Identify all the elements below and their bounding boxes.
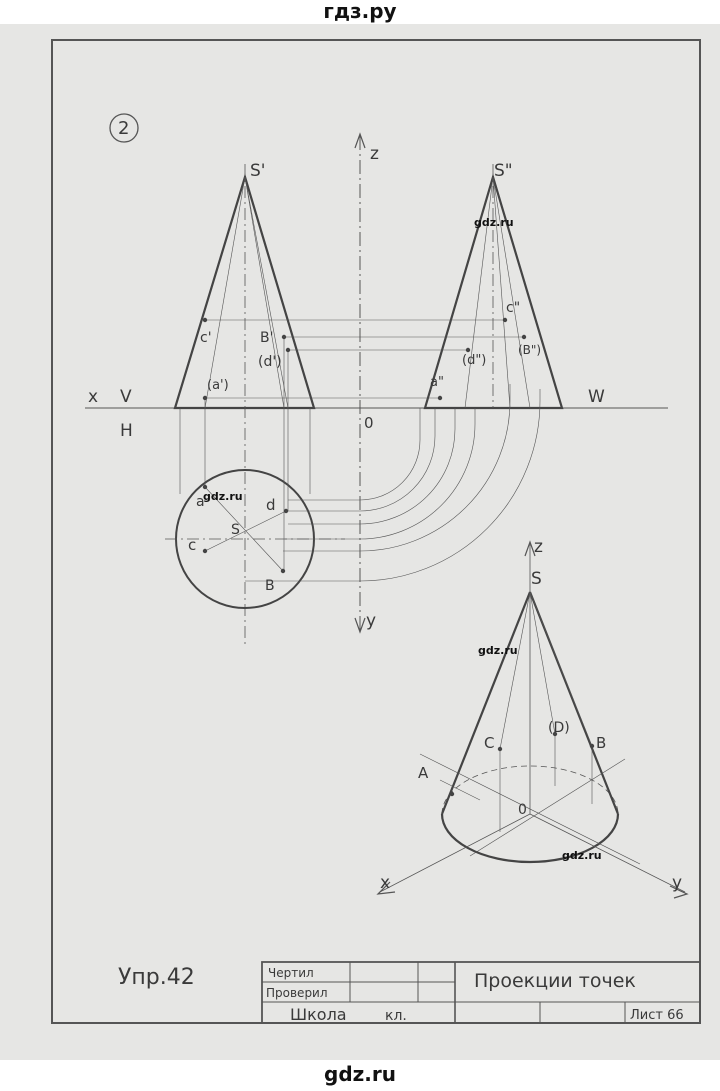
title-block-drew: Чертил — [268, 966, 314, 980]
label-iso-o: 0 — [518, 802, 527, 818]
generatrix-c-w — [492, 176, 511, 409]
label-iso-y: y — [672, 873, 682, 893]
generatrix-d-v — [244, 176, 289, 409]
point-c-v — [202, 317, 208, 323]
point-d-iso — [552, 731, 558, 737]
iso-y-arrow — [669, 885, 689, 899]
point-b-w — [521, 334, 527, 340]
point-a-h — [202, 484, 208, 490]
iso-cone-base-front — [440, 813, 620, 864]
iso-y-axis — [529, 813, 686, 893]
iso-x-axis — [379, 813, 531, 893]
label-iso-b: B — [596, 734, 606, 752]
iso-helper-line-2 — [469, 758, 626, 857]
generatrix-b-w — [492, 176, 531, 409]
label-c-h: c — [188, 536, 196, 554]
label-iso-z: z — [534, 537, 543, 557]
label-a-h: a — [196, 494, 205, 510]
label-c-v: c' — [200, 330, 212, 346]
arc-link-6 — [245, 389, 541, 582]
label-a-v: (a') — [207, 378, 229, 393]
point-a-v — [202, 395, 208, 401]
cone-side-view — [423, 173, 564, 410]
iso-a-leader — [439, 779, 481, 801]
label-h-plane: H — [120, 421, 133, 441]
exercise-number: Упр.42 — [118, 965, 195, 990]
radius-a-b — [204, 486, 284, 572]
iso-x-arrow — [376, 881, 396, 895]
point-d-v — [285, 347, 291, 353]
label-s-w: S" — [494, 161, 513, 181]
label-origin: 0 — [364, 414, 374, 432]
figure-number-circle — [109, 113, 139, 143]
iso-generatrix-b — [529, 591, 593, 747]
cone-front-view — [173, 173, 316, 410]
label-d-v: (d') — [258, 354, 282, 370]
label-b-h: B — [265, 578, 275, 594]
arc-link-1 — [288, 408, 421, 501]
label-w-plane: W — [588, 387, 605, 407]
label-iso-a: A — [418, 764, 429, 782]
point-c-iso — [497, 746, 503, 752]
drawing-frame — [51, 39, 701, 1024]
y-axis-arrow — [354, 617, 366, 634]
title-block-sheet: Лист 66 — [630, 1008, 684, 1023]
generatrix-b-v — [244, 176, 285, 409]
arc-link-5 — [283, 384, 511, 552]
iso-cone-left-edge — [440, 591, 532, 815]
site-footer-label[interactable]: gdz.ru — [324, 1062, 396, 1086]
title-block-school: Школа — [290, 1005, 347, 1024]
label-iso-d: (D) — [548, 720, 570, 736]
point-d-h — [283, 508, 289, 514]
label-y-axis: y — [366, 611, 376, 631]
label-iso-s: S — [531, 569, 542, 589]
label-b-w: (B") — [518, 343, 541, 357]
label-s-h: S — [231, 522, 240, 538]
generatrix-a-w — [464, 176, 494, 409]
point-b-v — [281, 334, 287, 340]
label-z-axis: z — [370, 144, 379, 164]
label-c-w: c" — [506, 300, 520, 316]
drawing-sheet: 2 S' S" z y x V H W 0 c' B' (d') (a') c"… — [0, 24, 720, 1060]
label-d-w: (d") — [462, 353, 486, 368]
watermark-4: gdz.ru — [562, 849, 602, 862]
figure-number: 2 — [118, 118, 129, 139]
title-block-checked: Проверил — [266, 986, 328, 1000]
point-a-w — [437, 395, 443, 401]
iso-generatrix-d — [529, 591, 556, 735]
point-b-h — [280, 568, 286, 574]
label-d-h: d — [266, 496, 276, 514]
point-b-iso — [589, 743, 595, 749]
point-c-w — [502, 317, 508, 323]
title-block-frame — [261, 961, 701, 1024]
label-x-axis: x — [88, 387, 98, 407]
title-block-grade: кл. — [385, 1008, 407, 1024]
site-header-label[interactable]: гдз.ру — [323, 0, 397, 23]
technical-drawing: 2 S' S" z y x V H W 0 c' B' (d') (a') c"… — [51, 39, 701, 1024]
iso-helper-line-1 — [419, 753, 641, 865]
arc-link-3 — [288, 408, 456, 525]
watermark-3: gdz.ru — [478, 644, 518, 657]
z-axis-arrow — [354, 132, 366, 149]
iso-generatrix-c — [499, 591, 531, 750]
generatrix-a-v — [204, 176, 246, 409]
point-d-w — [465, 347, 471, 353]
label-iso-c: C — [484, 734, 494, 752]
point-a-iso — [449, 791, 455, 797]
arc-link-4 — [285, 408, 476, 540]
label-v-plane: V — [120, 387, 132, 407]
radius-c-d — [204, 510, 287, 552]
title-block-title: Проекции точек — [474, 970, 636, 992]
label-b-v: B' — [260, 330, 273, 346]
label-iso-x: x — [380, 873, 390, 893]
iso-z-arrow — [524, 540, 536, 557]
arc-link-2 — [288, 408, 436, 512]
watermark-2: gdz.ru — [203, 490, 243, 503]
point-c-h — [202, 548, 208, 554]
label-a-w: a" — [430, 375, 444, 390]
label-s-v: S' — [250, 161, 265, 181]
watermark-1: gdz.ru — [474, 216, 514, 229]
